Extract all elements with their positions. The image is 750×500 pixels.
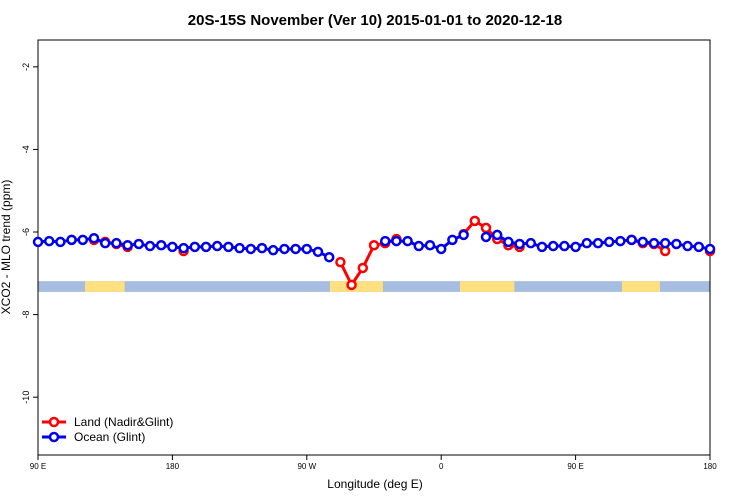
data-point [402, 235, 413, 247]
y-axis-label: XCO2 - MLO trend (ppm) [0, 180, 13, 315]
data-point [32, 236, 44, 248]
data-point [43, 235, 55, 247]
data-point [469, 215, 481, 227]
data-point [267, 244, 279, 256]
data-point [581, 237, 593, 249]
data-point [514, 238, 525, 250]
legend-marker [48, 416, 60, 428]
data-point [323, 251, 335, 263]
data-point [659, 237, 671, 249]
data-point [144, 240, 156, 252]
x-tick-label: 90 W [297, 462, 316, 471]
data-point [704, 243, 716, 255]
data-point [357, 262, 369, 274]
data-point [458, 229, 469, 241]
data-point [559, 240, 570, 252]
data-point [626, 234, 637, 246]
data-point [391, 235, 402, 247]
y-tick-label: -2 [21, 63, 31, 71]
data-point [211, 240, 223, 252]
data-point [111, 237, 122, 249]
data-point [88, 232, 100, 244]
data-point [637, 236, 649, 248]
data-point [693, 241, 705, 253]
data-point [379, 235, 391, 247]
x-tick-label: 180 [703, 462, 717, 471]
land-mask [621, 281, 660, 292]
data-point [279, 243, 290, 255]
data-point [435, 243, 447, 255]
data-point [424, 239, 436, 251]
data-point [256, 242, 268, 254]
data-point [480, 231, 492, 243]
data-point [234, 242, 245, 254]
legend-label: Ocean (Glint) [74, 430, 145, 444]
data-point [122, 239, 133, 251]
data-point [480, 222, 492, 234]
data-point [682, 240, 693, 252]
data-point [189, 241, 201, 253]
data-point [301, 243, 313, 255]
data-point [223, 241, 234, 253]
data-point [335, 256, 346, 268]
y-tick-label: -10 [21, 391, 31, 404]
data-point [77, 234, 89, 246]
data-point [671, 238, 682, 250]
y-tick-label: -8 [21, 311, 31, 319]
land-mask [460, 281, 515, 292]
x-tick-label: 180 [166, 462, 180, 471]
data-point [413, 240, 425, 252]
data-point [200, 241, 212, 253]
data-point [525, 237, 537, 249]
data-point [290, 243, 301, 255]
data-point [547, 240, 559, 252]
data-point [133, 238, 145, 250]
data-point [178, 242, 189, 254]
data-point [155, 239, 167, 251]
x-axis-label: Longitude (deg E) [327, 477, 422, 491]
legend-marker [48, 431, 60, 443]
data-point [592, 237, 604, 249]
y-tick-label: -6 [21, 228, 31, 236]
data-point [603, 236, 615, 248]
data-point [99, 237, 111, 249]
data-point [648, 237, 660, 249]
data-point [346, 279, 357, 291]
data-point [536, 241, 548, 253]
data-point [368, 239, 380, 251]
data-point [66, 234, 77, 246]
data-point [55, 236, 66, 248]
x-tick-label: 90 E [30, 462, 46, 471]
data-point [167, 241, 178, 253]
data-point [245, 243, 257, 255]
y-tick-label: -4 [21, 145, 31, 153]
data-point [312, 246, 324, 258]
data-point [447, 234, 458, 246]
data-point [570, 241, 581, 253]
chart-title: 20S-15S November (Ver 10) 2015-01-01 to … [188, 12, 562, 29]
data-point [615, 235, 626, 247]
data-point [503, 236, 514, 248]
legend-label: Land (Nadir&Glint) [74, 415, 173, 429]
land-mask [85, 281, 125, 292]
data-point [491, 229, 503, 241]
x-tick-label: 90 E [567, 462, 583, 471]
x-tick-label: 0 [439, 462, 444, 471]
